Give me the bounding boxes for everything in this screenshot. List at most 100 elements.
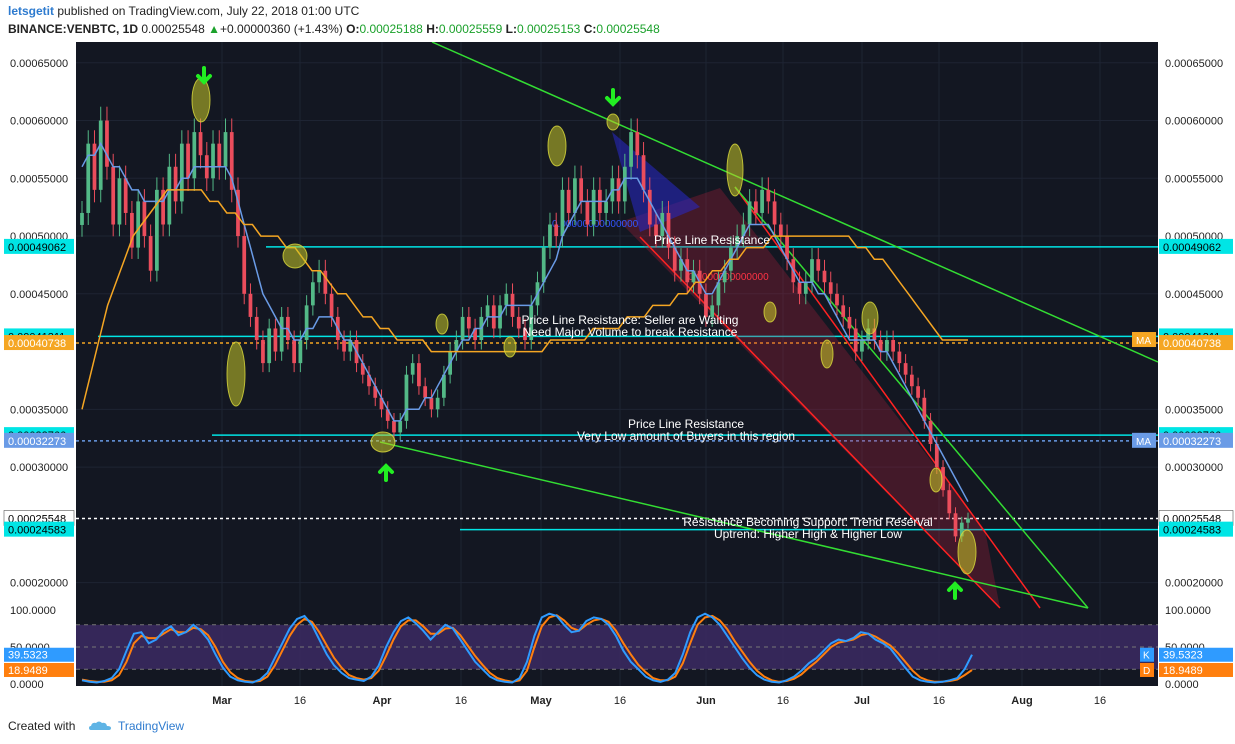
candle-body xyxy=(211,143,215,179)
up-arrow-icon: ▲ xyxy=(208,22,220,36)
publish-info: published on TradingView.com, July 22, 2… xyxy=(57,4,360,18)
candle-body xyxy=(304,305,309,341)
close-value: 0.00025548 xyxy=(596,22,660,36)
candle-body xyxy=(585,201,590,225)
candle-body xyxy=(816,259,821,271)
candle-body xyxy=(941,467,945,491)
candle-body xyxy=(155,189,159,271)
change-value: +0.00000360 (+1.43%) xyxy=(220,22,343,36)
candle-body xyxy=(672,247,677,271)
candle-body xyxy=(123,178,128,213)
candle-body xyxy=(504,293,509,306)
candle-body xyxy=(329,293,334,317)
candle-body xyxy=(934,443,939,468)
y-tick-label-right: 0.00065000 xyxy=(1165,58,1223,70)
highlight-ellipse xyxy=(606,113,620,131)
stoch-tick-right: 100.0000 xyxy=(1165,605,1211,617)
candle-body xyxy=(760,189,764,213)
candle-body xyxy=(435,397,440,410)
candle-body xyxy=(229,132,234,190)
ohlc-line: BINANCE:VENBTC, 1D 0.00025548 ▲+0.000003… xyxy=(8,22,660,36)
x-tick-label: Jun xyxy=(696,695,716,707)
candle-body xyxy=(404,374,409,421)
candle-body xyxy=(772,201,777,225)
arrow-up-icon xyxy=(947,581,963,600)
candle-body xyxy=(423,386,428,398)
candle-body xyxy=(142,201,147,237)
candle-body xyxy=(591,189,596,225)
candle-body xyxy=(722,270,727,283)
candle-body xyxy=(460,316,465,341)
x-tick-label: 16 xyxy=(294,695,306,707)
author-link[interactable]: letsgetit xyxy=(8,4,55,18)
candle-body xyxy=(860,340,864,352)
candle-body xyxy=(105,120,109,167)
price-labels: 0.000490620.000490620.000413110.00041311… xyxy=(3,238,1234,537)
right-price-axis[interactable]: 0.000650000.000600000.000550000.00050000… xyxy=(1165,58,1223,590)
price-chart[interactable]: 0.000650000.000600000.000550000.00050000… xyxy=(0,42,1235,710)
highlight-ellipse xyxy=(435,313,449,335)
candle-body xyxy=(86,143,91,213)
candle-body xyxy=(647,189,652,225)
y-tick-label-right: 0.00060000 xyxy=(1165,116,1223,128)
candle-body xyxy=(148,236,153,271)
time-axis[interactable]: Mar 16 Apr 16 May 16 Jun 16 Jul 16 Aug 16 xyxy=(212,695,1106,707)
candle-body xyxy=(785,236,789,260)
candle-body xyxy=(417,363,421,387)
stoch-k-value-left: 39.5323 xyxy=(8,650,48,662)
candle-body xyxy=(959,522,964,537)
time-axis-bg[interactable] xyxy=(76,686,1158,710)
candle-body xyxy=(554,224,559,237)
candle-body xyxy=(385,409,390,421)
ma-tag-bg xyxy=(1132,332,1156,348)
candle-body xyxy=(273,328,278,352)
candle-body xyxy=(548,224,552,248)
stoch-k-tag-bg xyxy=(1140,647,1154,662)
y-tick-label-right: 0.00020000 xyxy=(1165,578,1223,590)
x-tick-label: 16 xyxy=(777,695,789,707)
price-label-right: 0.00032273 xyxy=(1163,436,1221,448)
candle-body xyxy=(885,340,889,352)
candle-body xyxy=(267,328,272,364)
y-tick-label-right: 0.00045000 xyxy=(1165,289,1223,301)
tradingview-link[interactable]: TradingView xyxy=(118,719,185,733)
candle-body xyxy=(292,340,297,364)
x-tick-label: Apr xyxy=(373,695,393,707)
stoch-d-tag-bg xyxy=(1140,662,1154,677)
y-tick-label-left: 0.00060000 xyxy=(10,116,68,128)
candle-body xyxy=(866,328,871,341)
candlesticks xyxy=(80,106,970,542)
close-label: C: xyxy=(583,22,597,36)
price-label-right: 0.00024583 xyxy=(1163,525,1221,537)
x-tick-label: May xyxy=(530,695,552,707)
candle-body xyxy=(454,340,459,352)
price-label-right-bg xyxy=(1159,432,1233,448)
candle-body xyxy=(566,189,571,213)
annotation-text: Price Line Resistance xyxy=(628,417,744,431)
stoch-tick-left: 0.0000 xyxy=(10,679,44,691)
low-label: L: xyxy=(505,22,517,36)
candle-body xyxy=(192,132,197,179)
x-tick-label: 16 xyxy=(1094,695,1106,707)
annotation-text: Price Line Resistance: Seller are Waitin… xyxy=(522,313,739,327)
candle-body xyxy=(130,212,134,248)
candle-body xyxy=(485,305,490,317)
x-tick-label: 16 xyxy=(614,695,626,707)
left-axis-bg xyxy=(0,42,76,710)
candle-body xyxy=(579,178,584,202)
candle-body xyxy=(909,374,914,387)
annotation-text: Need Major Volume to break Resistance xyxy=(523,325,738,339)
symbol-label: BINANCE:VENBTC, 1D xyxy=(8,22,139,36)
candle-body xyxy=(735,236,740,248)
ma-tag: MA xyxy=(1136,437,1151,448)
candle-body xyxy=(922,397,927,421)
trend-line-lower xyxy=(379,441,1089,609)
tradingview-cloud-icon xyxy=(89,721,111,730)
candle-body xyxy=(778,224,783,237)
candle-body xyxy=(573,178,577,213)
annotations: Price Line Resistance Price Line Resistan… xyxy=(522,233,933,541)
candle-body xyxy=(167,166,172,225)
highlight-ellipse xyxy=(282,243,308,269)
y-tick-label-left: 0.00055000 xyxy=(10,173,68,185)
candle-body xyxy=(242,236,247,294)
